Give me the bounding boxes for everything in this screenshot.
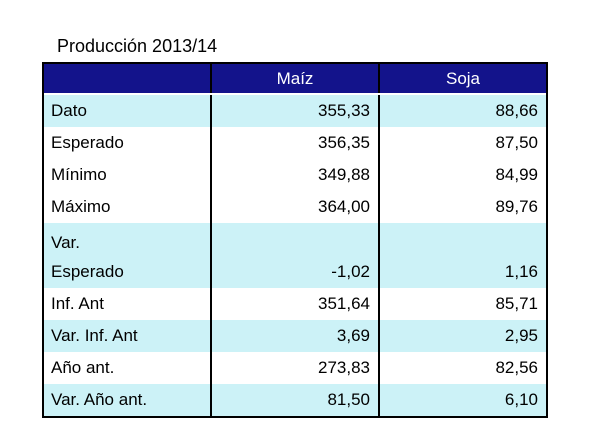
table-header-row: Maíz Soja [44,64,546,95]
row-label: Esperado [51,133,124,152]
maiz-value: 364,00 [210,191,378,223]
soja-value: 2,95 [378,320,546,352]
maiz-value: 273,83 [210,352,378,384]
maiz-value: 349,88 [210,159,378,191]
row-label: Dato [44,95,210,127]
row-label: Mínimo [51,165,107,184]
header-cell-maiz: Maíz [210,64,378,93]
maiz-value: -1,02 [210,223,378,288]
table-row: Var. Inf. Ant 3,69 2,95 [44,320,546,352]
maiz-value: 356,35 [210,127,378,159]
table-row: Var. Esperado -1,02 1,16 [44,223,546,288]
row-label: Var. Inf. Ant [44,320,210,352]
row-label: Año ant. [51,358,115,377]
production-table: Maíz Soja Dato 355,33 88,66 Esperado 356… [42,62,548,418]
table-row: Máximo 364,00 89,76 [44,191,546,223]
table-row: Dato 355,33 88,66 [44,95,546,127]
soja-value: 88,66 [378,95,546,127]
soja-value: 82,56 [378,352,546,384]
table-title: Producción 2013/14 [57,36,218,56]
maiz-value: 81,50 [210,384,378,416]
maiz-value: 351,64 [210,288,378,320]
header-cell-soja: Soja [378,64,546,93]
table-row: Var. Año ant. 81,50 6,10 [44,384,546,416]
table-body: Dato 355,33 88,66 Esperado 356,35 87,50 … [44,95,546,416]
row-label: Var. Esperado [44,223,210,288]
soja-value: 85,71 [378,288,546,320]
row-label: Var. Año ant. [44,384,210,416]
table-row: Año ant. 273,83 82,56 [44,352,546,384]
soja-value: 1,16 [378,223,546,288]
table-row: Inf. Ant 351,64 85,71 [44,288,546,320]
maiz-value: 3,69 [210,320,378,352]
soja-value: 89,76 [378,191,546,223]
header-cell-empty [44,64,210,93]
soja-value: 87,50 [378,127,546,159]
row-label: Inf. Ant [51,294,104,313]
maiz-value: 355,33 [210,95,378,127]
soja-value: 84,99 [378,159,546,191]
table-row: Esperado 356,35 87,50 [44,127,546,159]
table-row: Mínimo 349,88 84,99 [44,159,546,191]
row-label: Máximo [51,197,111,216]
soja-value: 6,10 [378,384,546,416]
